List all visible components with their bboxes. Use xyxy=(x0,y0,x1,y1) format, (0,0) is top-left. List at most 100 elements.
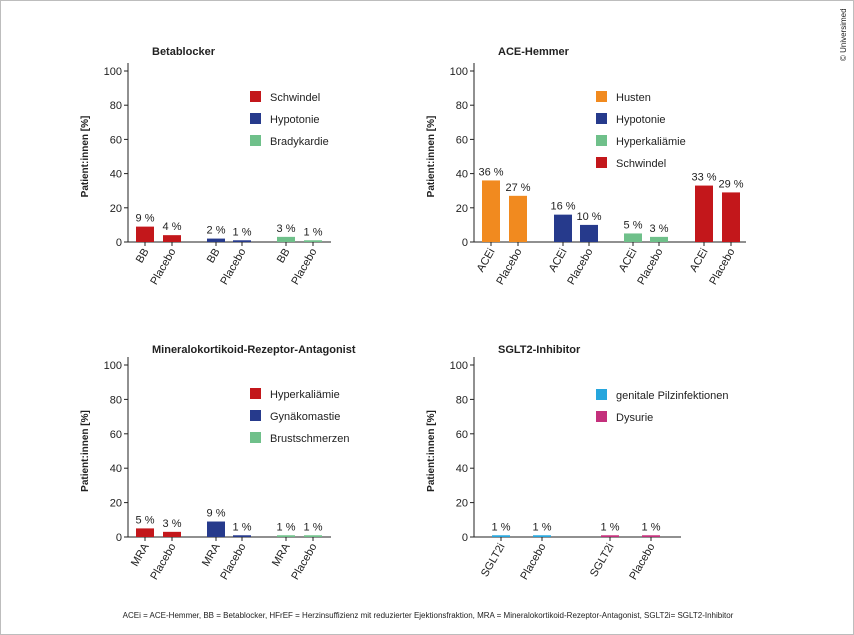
x-tick-label: BB xyxy=(134,247,152,266)
y-tick-label: 80 xyxy=(110,100,122,112)
data-label: 1 % xyxy=(492,521,511,533)
bar xyxy=(533,535,551,537)
data-label: 29 % xyxy=(718,178,743,190)
bar xyxy=(207,521,225,537)
x-tick-label: MRA xyxy=(200,541,223,569)
y-tick-label: 100 xyxy=(104,360,122,372)
bar xyxy=(650,236,668,242)
x-tick-label: SGLT2i xyxy=(588,542,617,580)
x-tick-label: Placebo xyxy=(627,542,657,582)
y-tick-label: 60 xyxy=(456,429,468,441)
x-tick-label: Placebo xyxy=(494,247,524,287)
data-label: 1 % xyxy=(304,226,323,238)
x-tick-label: Placebo xyxy=(289,247,319,287)
y-tick-label: 20 xyxy=(110,203,122,215)
bar xyxy=(624,233,642,242)
bar xyxy=(277,535,295,537)
legend-swatch xyxy=(250,135,261,146)
legend-label: Schwindel xyxy=(616,158,666,170)
data-label: 1 % xyxy=(277,521,296,533)
y-tick-label: 40 xyxy=(110,463,122,475)
data-label: 1 % xyxy=(601,521,620,533)
data-label: 1 % xyxy=(642,521,661,533)
x-tick-label: Placebo xyxy=(565,247,595,287)
legend-swatch xyxy=(250,113,261,124)
legend-swatch xyxy=(250,410,261,421)
y-tick-label: 60 xyxy=(110,429,122,441)
x-tick-label: SGLT2i xyxy=(479,542,508,580)
chart-title: SGLT2-Inhibitor xyxy=(498,344,581,356)
y-tick-label: 0 xyxy=(116,532,122,544)
bar xyxy=(601,535,619,537)
y-tick-label: 0 xyxy=(116,237,122,249)
y-tick-label: 100 xyxy=(450,66,468,78)
data-label: 36 % xyxy=(478,166,503,178)
bar xyxy=(492,535,510,537)
legend-label: Brustschmerzen xyxy=(270,433,349,445)
y-axis-label: Patient:innen [%] xyxy=(426,410,437,492)
data-label: 1 % xyxy=(533,521,552,533)
data-label: 27 % xyxy=(505,182,530,194)
y-tick-label: 0 xyxy=(462,532,468,544)
data-label: 5 % xyxy=(136,514,155,526)
bar xyxy=(509,195,527,242)
y-tick-label: 40 xyxy=(456,169,468,181)
data-label: 3 % xyxy=(163,518,182,530)
bar xyxy=(482,180,500,242)
bar xyxy=(304,240,322,242)
x-tick-label: ACEi xyxy=(617,247,640,275)
x-tick-label: BB xyxy=(275,247,293,266)
legend-label: Schwindel xyxy=(270,92,320,104)
legend-swatch xyxy=(596,113,607,124)
legend-swatch xyxy=(250,432,261,443)
bar xyxy=(642,535,660,537)
x-tick-label: Placebo xyxy=(148,247,178,287)
data-label: 16 % xyxy=(550,201,575,213)
y-tick-label: 80 xyxy=(110,394,122,406)
x-tick-label: Placebo xyxy=(635,247,665,287)
legend-swatch xyxy=(250,388,261,399)
bar xyxy=(207,238,225,242)
x-tick-label: MRA xyxy=(270,541,293,569)
data-label: 10 % xyxy=(576,211,601,223)
x-tick-label: ACEi xyxy=(688,247,711,275)
y-axis-label: Patient:innen [%] xyxy=(426,116,437,198)
copyright-text: © Universimed xyxy=(839,8,848,61)
bar xyxy=(554,214,572,242)
legend-label: Husten xyxy=(616,92,651,104)
bar xyxy=(695,185,713,242)
data-label: 9 % xyxy=(136,213,155,225)
bar xyxy=(277,236,295,242)
y-tick-label: 40 xyxy=(110,169,122,181)
data-label: 3 % xyxy=(277,223,296,235)
data-label: 1 % xyxy=(304,521,323,533)
x-tick-label: Placebo xyxy=(289,542,319,582)
legend-label: Hypotonie xyxy=(616,114,666,126)
y-tick-label: 80 xyxy=(456,394,468,406)
legend-label: Hyperkaliämie xyxy=(616,136,686,148)
x-tick-label: Placebo xyxy=(218,247,248,287)
chart-title: ACE-Hemmer xyxy=(498,46,570,58)
legend-label: Hyperkaliämie xyxy=(270,389,340,401)
bar xyxy=(136,528,154,537)
x-tick-label: Placebo xyxy=(148,542,178,582)
legend-swatch xyxy=(596,411,607,422)
legend-label: Dysurie xyxy=(616,412,653,424)
bar xyxy=(136,226,154,242)
x-tick-label: Placebo xyxy=(518,542,548,582)
x-tick-label: MRA xyxy=(129,541,152,569)
legend-swatch xyxy=(596,157,607,168)
legend-label: genitale Pilzinfektionen xyxy=(616,390,729,402)
legend-swatch xyxy=(596,389,607,400)
y-tick-label: 100 xyxy=(104,66,122,78)
data-label: 2 % xyxy=(207,225,226,237)
legend-label: Hypotonie xyxy=(270,114,320,126)
bar xyxy=(580,224,598,242)
y-tick-label: 60 xyxy=(456,134,468,146)
bar xyxy=(233,240,251,242)
y-tick-label: 20 xyxy=(456,203,468,215)
chart-title: Mineralokortikoid-Rezeptor-Antagonist xyxy=(152,344,356,356)
data-label: 4 % xyxy=(163,221,182,233)
